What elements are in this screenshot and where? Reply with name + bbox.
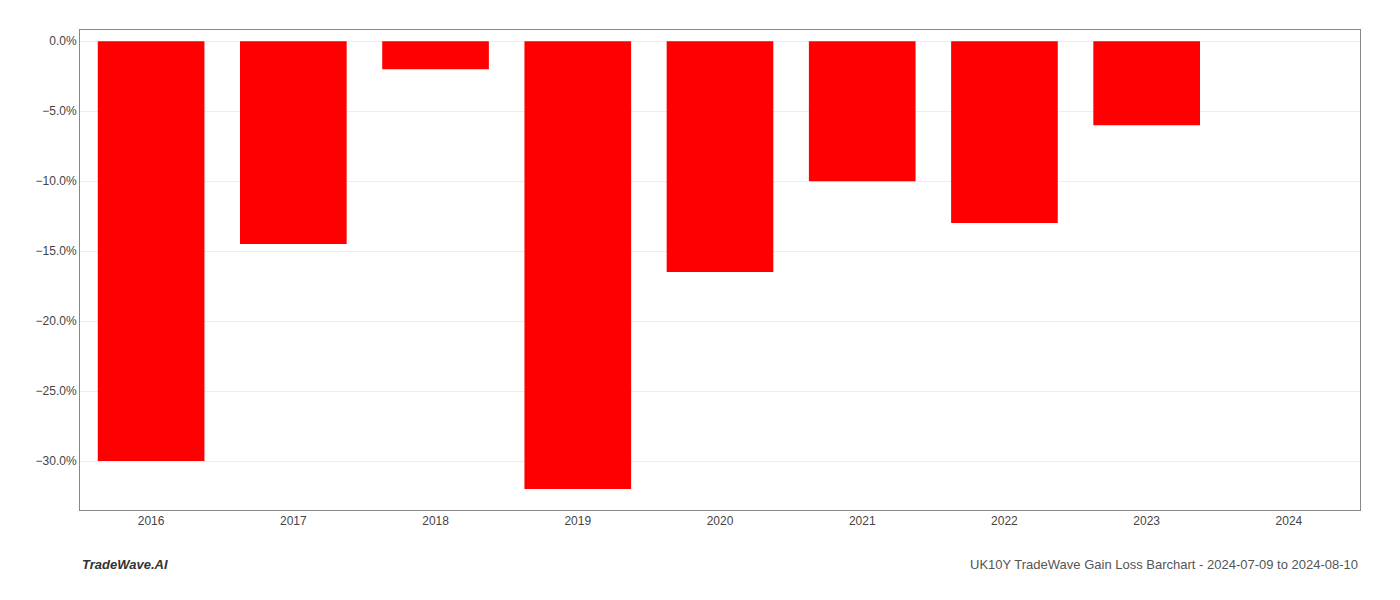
svg-text:2021: 2021 <box>849 514 876 528</box>
svg-text:2018: 2018 <box>422 514 449 528</box>
svg-text:0.0%: 0.0% <box>49 34 77 48</box>
svg-text:2016: 2016 <box>138 514 165 528</box>
svg-text:UK10Y TradeWave Gain Loss Barc: UK10Y TradeWave Gain Loss Barchart - 202… <box>970 557 1358 572</box>
svg-text:2017: 2017 <box>280 514 307 528</box>
svg-text:−20.0%: −20.0% <box>36 314 77 328</box>
svg-text:−10.0%: −10.0% <box>36 174 77 188</box>
svg-text:−25.0%: −25.0% <box>36 384 77 398</box>
svg-text:2019: 2019 <box>564 514 591 528</box>
svg-text:−15.0%: −15.0% <box>36 244 77 258</box>
svg-text:2022: 2022 <box>991 514 1018 528</box>
svg-text:TradeWave.AI: TradeWave.AI <box>82 557 168 572</box>
svg-text:−5.0%: −5.0% <box>42 104 77 118</box>
svg-text:2023: 2023 <box>1133 514 1160 528</box>
svg-text:−30.0%: −30.0% <box>36 454 77 468</box>
svg-text:2020: 2020 <box>707 514 734 528</box>
svg-text:2024: 2024 <box>1276 514 1303 528</box>
